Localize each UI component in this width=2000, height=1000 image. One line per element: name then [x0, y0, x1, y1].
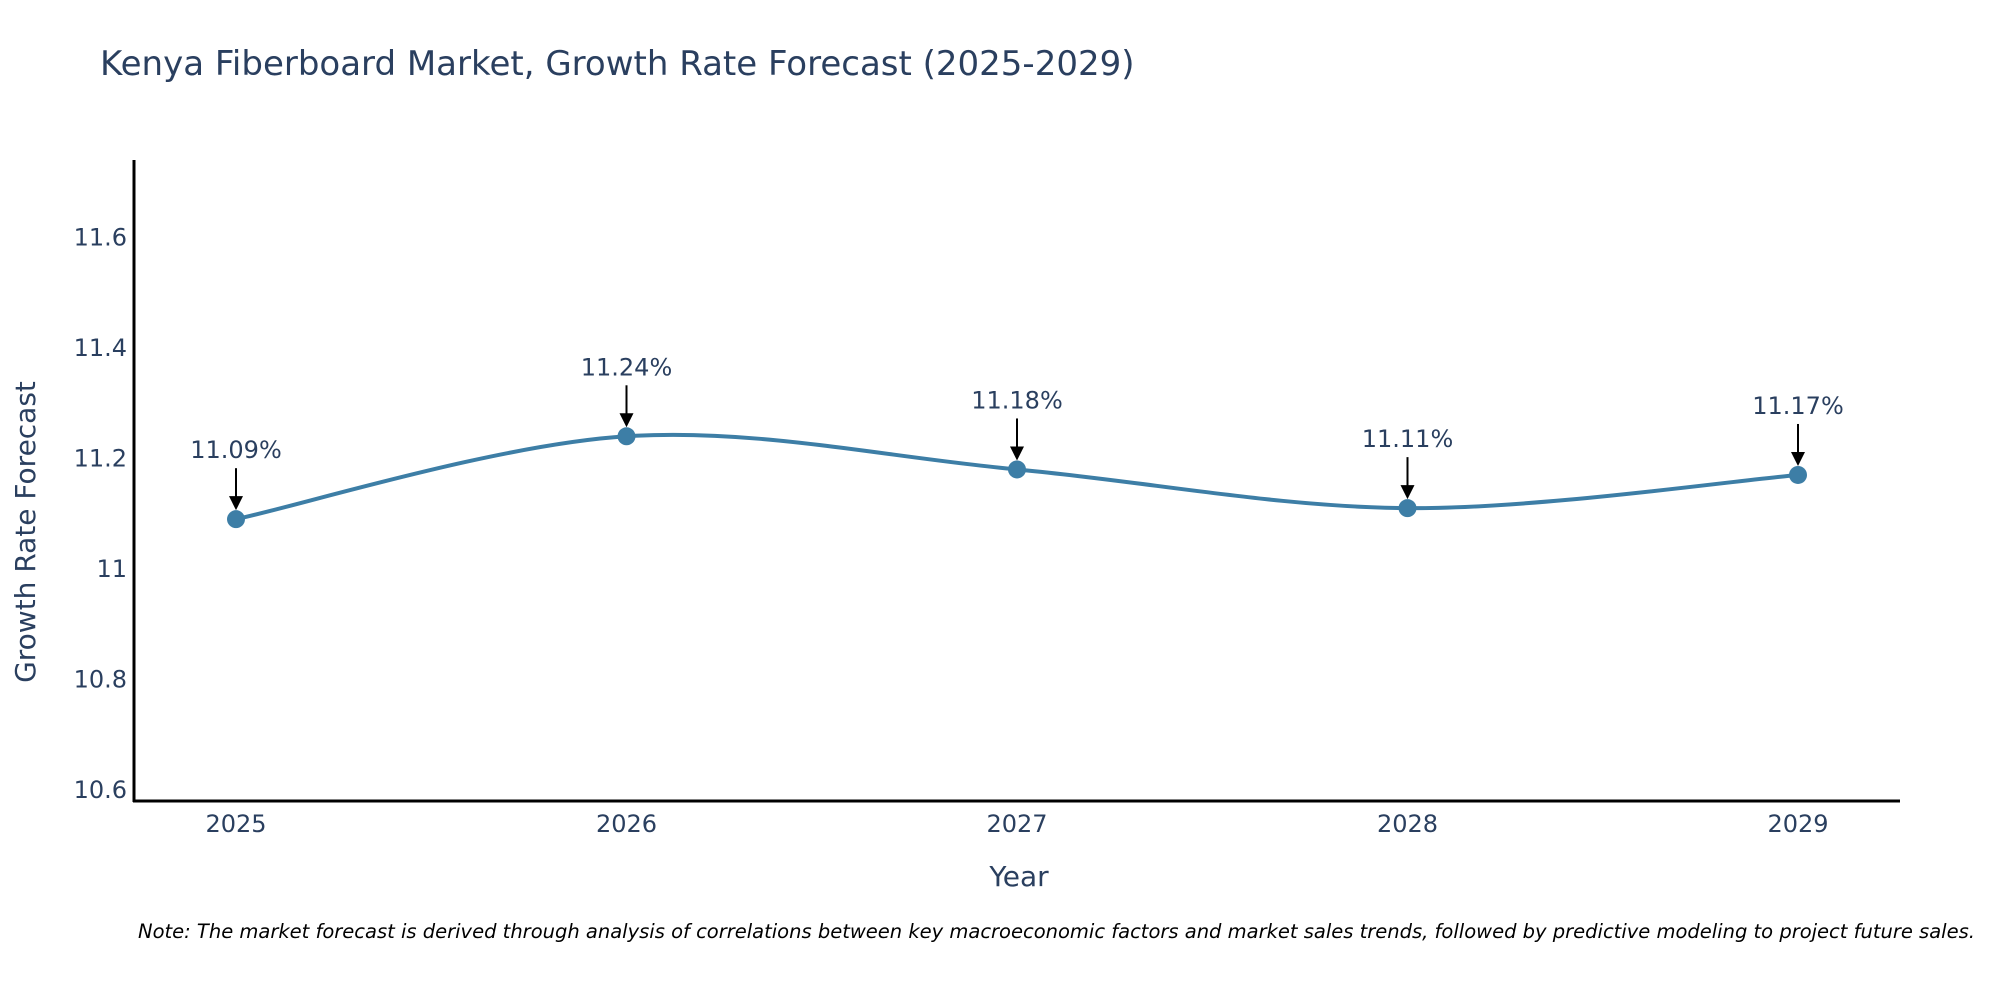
data-label: 11.18% — [971, 386, 1063, 414]
x-tick-label: 2028 — [1377, 810, 1438, 838]
data-label: 11.24% — [581, 353, 673, 381]
x-tick-label: 2026 — [596, 810, 657, 838]
data-point — [1008, 460, 1026, 479]
series-markers — [227, 427, 1807, 529]
x-tick-label: 2029 — [1767, 810, 1828, 838]
x-tick-label: 2025 — [205, 810, 266, 838]
y-tick-label: 11 — [96, 555, 127, 583]
data-annotations: 11.09% 11.24% 11.18% 11.11% 11.17% — [190, 353, 1844, 511]
y-axis-ticks: 10.6 10.8 11 11.2 11.4 11.6 — [74, 223, 127, 804]
chart-title: Kenya Fiberboard Market, Growth Rate For… — [100, 44, 1135, 84]
data-label: 11.11% — [1362, 425, 1454, 453]
annotation-arrow-head — [1010, 446, 1024, 461]
data-label: 11.17% — [1752, 392, 1844, 420]
data-point — [1398, 499, 1417, 518]
x-axis-title: Year — [988, 860, 1049, 893]
y-tick-label: 10.8 — [74, 665, 127, 693]
x-axis-ticks: 2025 2026 2027 2028 2029 — [205, 810, 1828, 838]
y-axis-title: Growth Rate Forecast — [9, 381, 42, 683]
x-tick-label: 2027 — [986, 810, 1047, 838]
annotation-arrow-head — [1400, 485, 1415, 500]
annotation-arrow-head — [619, 413, 634, 428]
data-point — [1789, 465, 1807, 484]
y-tick-label: 11.2 — [74, 444, 127, 472]
annotation-arrow-head — [1791, 451, 1805, 466]
y-tick-label: 11.4 — [74, 334, 127, 362]
data-label: 11.09% — [190, 436, 282, 464]
y-tick-label: 11.6 — [74, 223, 127, 251]
data-point — [227, 510, 245, 529]
annotation-arrow-head — [229, 496, 243, 511]
y-tick-label: 10.6 — [74, 776, 127, 804]
chart-note: Note: The market forecast is derived thr… — [138, 920, 1975, 943]
data-point — [617, 427, 636, 446]
